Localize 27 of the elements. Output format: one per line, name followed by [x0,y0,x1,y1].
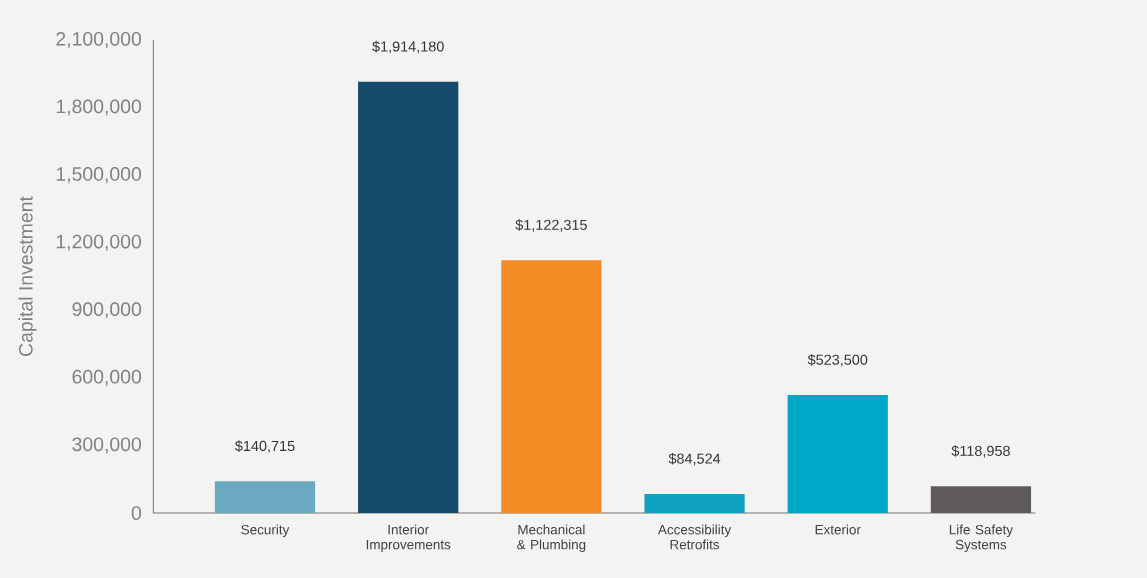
x-tick-label: Exterior [815,524,861,535]
x-tick-label: Accessibility Retrofits [657,524,732,550]
y-axis-title: Capital Investment [18,196,37,356]
bar [930,486,1032,513]
data-label: $118,958 [951,445,1010,458]
data-label: $523,500 [807,354,868,367]
x-tick-label: Mechanical & Plumbing [517,524,586,553]
y-tick-label: 1,500,000 [56,167,142,184]
y-tick-label: 0 [131,506,142,520]
y-tick-label: 300,000 [72,437,142,454]
x-tick-label: Life Safety Systems [949,524,1014,553]
data-label: $84,524 [668,452,721,466]
x-tick-label: Security [241,524,290,538]
y-tick-label: 600,000 [72,369,142,386]
bar [214,481,316,513]
bar [501,260,602,513]
y-tick-label: 900,000 [72,302,142,319]
y-tick-label: 2,100,000 [56,31,142,49]
bar [358,81,459,513]
data-label: $1,122,315 [515,219,587,232]
y-tick-label: 1,200,000 [56,234,142,251]
y-tick-label: 1,800,000 [56,99,142,116]
x-tick-label: Interior Improvements [366,524,451,553]
data-label: $1,914,180 [372,40,444,54]
data-label: $140,715 [235,440,295,453]
bar [644,493,745,513]
bar [787,395,888,513]
